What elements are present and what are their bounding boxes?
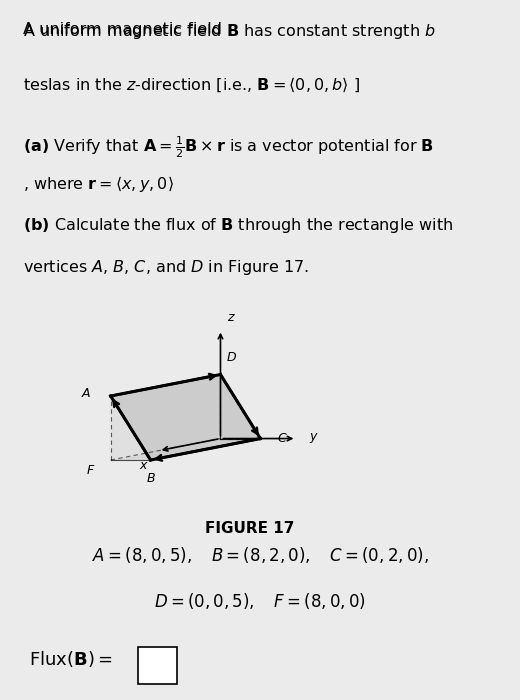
Text: y: y: [309, 430, 316, 443]
Text: F: F: [87, 464, 94, 477]
Polygon shape: [111, 438, 261, 460]
FancyBboxPatch shape: [138, 648, 177, 684]
Text: Flux$(\mathbf{B}) = $: Flux$(\mathbf{B}) = $: [29, 649, 112, 669]
Text: x: x: [139, 459, 146, 472]
Text: z: z: [227, 311, 233, 323]
Text: B: B: [146, 473, 155, 485]
Polygon shape: [111, 374, 261, 460]
Text: teslas in the $z$-direction [i.e., $\mathbf{B} = \langle 0, 0, b\rangle$ ]: teslas in the $z$-direction [i.e., $\mat…: [23, 76, 360, 94]
Text: , where $\mathbf{r} = \langle x, y, 0\rangle$: , where $\mathbf{r} = \langle x, y, 0\ra…: [23, 174, 174, 194]
Text: $\mathbf{(a)}$ Verify that $\mathbf{A} = \frac{1}{2}\mathbf{B} \times \mathbf{r}: $\mathbf{(a)}$ Verify that $\mathbf{A} =…: [23, 134, 435, 160]
Text: A uniform magnetic field $\mathbf{B}$ has constant strength $b$: A uniform magnetic field $\mathbf{B}$ ha…: [23, 22, 436, 41]
Text: C: C: [277, 432, 286, 445]
Text: FIGURE 17: FIGURE 17: [205, 521, 294, 536]
Text: A: A: [81, 387, 90, 400]
Text: A uniform magnetic field: A uniform magnetic field: [23, 22, 228, 37]
Text: $A = (8, 0, 5), \quad B = (8, 2, 0), \quad C = (0, 2, 0),$: $A = (8, 0, 5), \quad B = (8, 2, 0), \qu…: [92, 545, 428, 566]
Polygon shape: [111, 374, 220, 460]
Text: $\mathbf{(b)}$ Calculate the flux of $\mathbf{B}$ through the rectangle with: $\mathbf{(b)}$ Calculate the flux of $\m…: [23, 216, 453, 234]
Text: $D = (0, 0, 5), \quad F = (8, 0, 0)$: $D = (0, 0, 5), \quad F = (8, 0, 0)$: [154, 591, 366, 611]
Text: D: D: [227, 351, 237, 364]
Text: vertices $A$, $B$, $C$, and $D$ in Figure 17.: vertices $A$, $B$, $C$, and $D$ in Figur…: [23, 258, 309, 277]
